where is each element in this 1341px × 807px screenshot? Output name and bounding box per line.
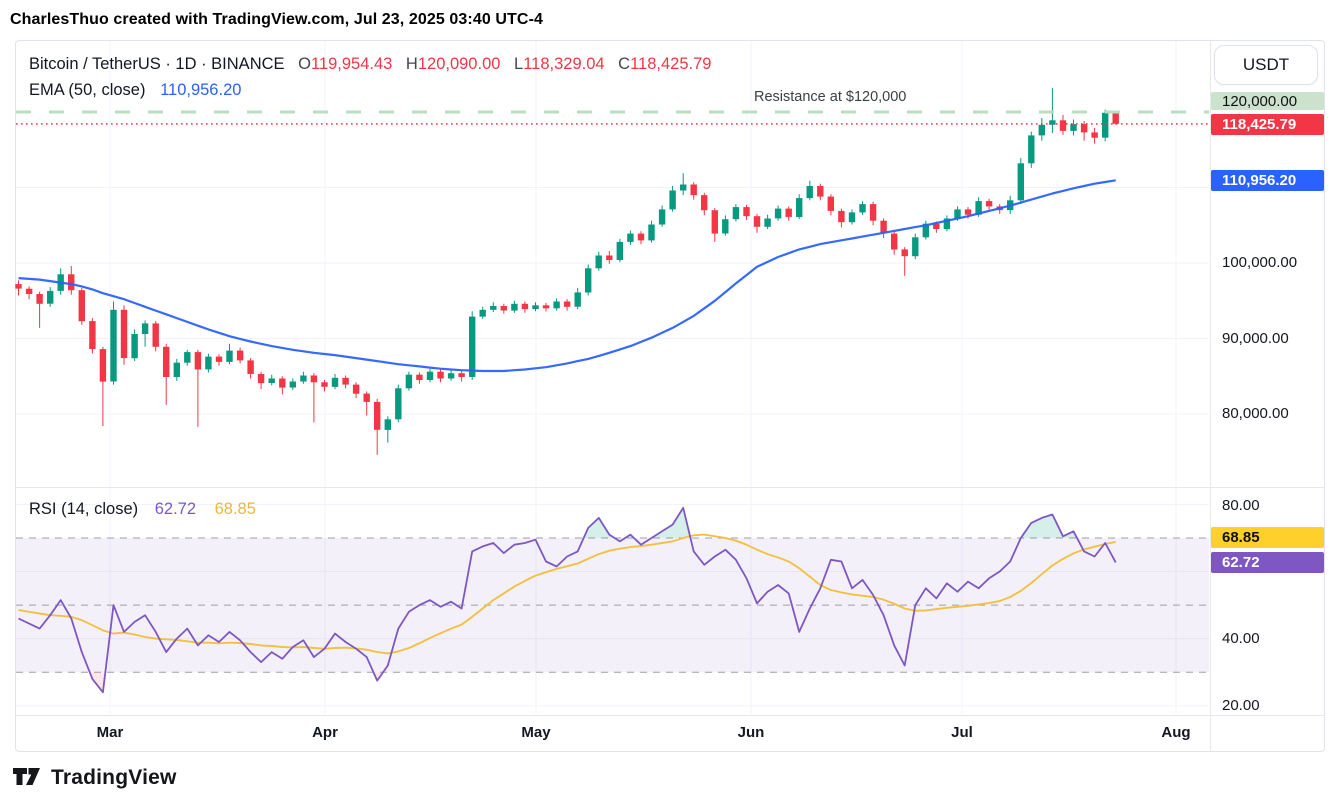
rsi-ma-value: 68.85 (214, 500, 256, 518)
ema-legend: EMA (50, close) 110,956.20 (29, 81, 241, 100)
chart-card (15, 40, 1325, 752)
price-axis-label-80k: 80,000.00 (1222, 405, 1289, 422)
close-value: C118,425.79 (618, 55, 712, 73)
attribution-text: CharlesThuo created with TradingView.com… (10, 11, 543, 28)
time-axis-label-jul: Jul (951, 724, 973, 741)
time-axis-label-mar: Mar (96, 724, 124, 741)
price-axis-label-100k: 100,000.00 (1222, 254, 1298, 271)
tradingview-logo-text: TradingView (51, 766, 177, 789)
time-axis-label-apr: Apr (312, 724, 338, 741)
rsi-label: RSI (14, close) (29, 500, 139, 518)
resistance-annotation: Resistance at $120,000 (754, 89, 907, 105)
open-value: O119,954.43 (298, 55, 393, 73)
rsi-legend: RSI (14, close) 62.72 68.85 (29, 500, 256, 519)
high-value: H120,090.00 (405, 55, 501, 73)
price-axis-label-90k: 90,000.00 (1222, 330, 1289, 347)
rsi-ma-badge: 68.85 (1211, 527, 1324, 548)
tradingview-logo[interactable]: TradingView (12, 765, 177, 791)
ema-price-badge: 110,956.20 (1211, 170, 1324, 191)
ema-value: 110,956.20 (160, 81, 242, 99)
price-axis-separator (1210, 40, 1211, 752)
time-axis-separator (15, 715, 1325, 716)
tradingview-logo-icon (13, 768, 40, 785)
time-axis-label-jun: Jun (737, 724, 765, 741)
last-price-badge: 118,425.79 (1211, 114, 1324, 135)
ema-label: EMA (50, close) (29, 81, 146, 99)
rsi-value: 62.72 (154, 500, 197, 518)
low-value: L118,329.04 (514, 55, 605, 73)
currency-toggle-button[interactable]: USDT (1214, 45, 1318, 85)
rsi-axis-label-40: 40.00 (1222, 630, 1260, 647)
pane-separator (15, 487, 1325, 488)
symbol-legend: Bitcoin / TetherUS · 1D · BINANCE O119,9… (29, 55, 711, 74)
rsi-axis-label-80: 80.00 (1222, 497, 1260, 514)
time-axis-label-aug: Aug (1161, 724, 1191, 741)
rsi-axis-label-20: 20.00 (1222, 697, 1260, 714)
symbol-title: Bitcoin / TetherUS · 1D · BINANCE (29, 55, 285, 73)
time-axis-label-may: May (521, 724, 551, 741)
rsi-value-badge: 62.72 (1211, 552, 1324, 573)
resistance-price-badge: 120,000.00 (1211, 92, 1324, 110)
